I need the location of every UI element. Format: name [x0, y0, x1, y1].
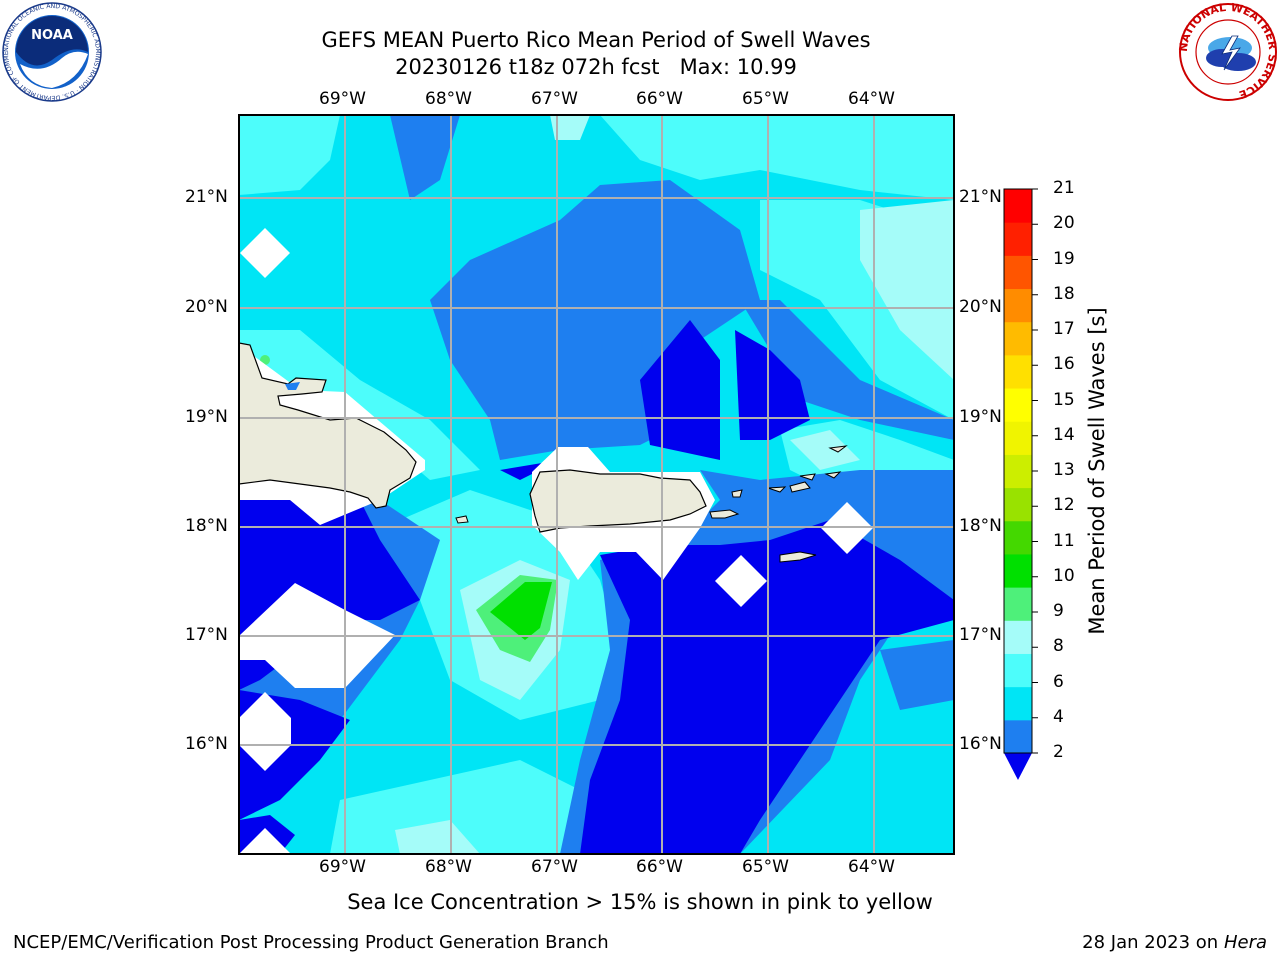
colorbar-segment: [1004, 321, 1032, 356]
footer-left: NCEP/EMC/Verification Post Processing Pr…: [13, 932, 609, 953]
lon-label-bottom: 65°W: [742, 857, 789, 877]
lat-label-left: 19°N: [185, 407, 228, 427]
noaa-logo-text: NOAA: [31, 28, 73, 43]
colorbar-segment: [1004, 222, 1032, 256]
lon-label-bottom: 66°W: [636, 857, 683, 877]
colorbar-segment: [1004, 520, 1032, 555]
land-hispaniola: [239, 342, 417, 509]
field-under2-b: [735, 330, 810, 440]
colorbar-tick-label: 16: [1053, 354, 1075, 375]
field-8-9-east: [860, 200, 954, 380]
nws-logo: NATIONAL WEATHER SERVICE: [1177, 1, 1279, 102]
colorbar-segment: [1004, 388, 1032, 422]
colorbar-segment: [1004, 553, 1032, 588]
colorbar-tick-label: 15: [1053, 389, 1075, 410]
nodata-diamond-1: [240, 228, 290, 278]
colorbar: [1003, 188, 1038, 780]
field-2-4-se: [880, 640, 954, 710]
colorbar-segment: [1004, 487, 1032, 522]
colorbar-tick-label: 17: [1053, 319, 1075, 339]
colorbar-segment: [1004, 653, 1032, 688]
lon-label-bottom: 67°W: [531, 857, 578, 877]
footer-date: 28 Jan 2023 on: [1082, 932, 1224, 953]
lat-label-right: 17°N: [959, 625, 1002, 645]
field-under2-a: [640, 320, 720, 460]
lat-label-left: 20°N: [185, 297, 228, 317]
colorbar-tick-label: 4: [1053, 706, 1064, 727]
land-culebra: [731, 489, 743, 498]
footer-host: Hera: [1223, 932, 1267, 953]
nodata-diamond-3: [239, 828, 291, 854]
footer-right: 28 Jan 2023 on Hera: [1082, 932, 1267, 953]
field-10-11-mona: [490, 582, 552, 640]
lat-label-left: 17°N: [185, 625, 228, 645]
lon-label-bottom: 64°W: [848, 857, 895, 877]
lon-label-top: 68°W: [425, 89, 472, 109]
nodata-diamond-4: [715, 555, 767, 607]
map-gridlines: [239, 115, 954, 854]
lat-label-right: 16°N: [959, 734, 1002, 754]
colorbar-segment: [1004, 288, 1032, 323]
field-6-8-north: [460, 115, 954, 200]
lat-label-left: 18°N: [185, 516, 228, 536]
colorbar-tick-label: 8: [1053, 636, 1064, 657]
lat-label-right: 21°N: [959, 187, 1002, 207]
colorbar-title: Mean Period of Swell Waves [s]: [1085, 307, 1109, 635]
lon-label-bottom: 68°W: [425, 857, 472, 877]
colorbar-tick-label: 21: [1053, 178, 1075, 198]
colorbar-segment: [1004, 587, 1032, 621]
nodata-diamond-2: [239, 692, 291, 771]
lon-label-top: 69°W: [319, 89, 366, 109]
lon-label-top: 64°W: [848, 89, 895, 109]
colorbar-segment: [1004, 686, 1032, 721]
colorbar-tick-label: 9: [1053, 601, 1064, 621]
noaa-logo: NOAA NATIONAL OCEANIC AND ATMOSPHERIC AD…: [0, 0, 102, 102]
colorbar-tick-label: 2: [1053, 742, 1064, 762]
land-anegada: [824, 445, 848, 479]
colorbar-tick-label: 19: [1053, 248, 1075, 269]
field-6-8-south: [330, 760, 580, 854]
field-8-9-vi: [790, 430, 860, 470]
colorbar-segment: [1004, 719, 1032, 754]
field-8-9-south: [395, 820, 480, 854]
chart-subtitle: 20230126 t18z 072h fcst Max: 10.99: [395, 55, 797, 79]
land-virgin-islands: [767, 473, 816, 493]
land-st-croix: [779, 551, 817, 563]
colorbar-tick-label: 18: [1053, 283, 1075, 304]
colorbar-segment: [1004, 189, 1032, 223]
colorbar-segment: [1004, 255, 1032, 290]
land-mona-island: [455, 515, 469, 524]
colorbar-tick-label: 6: [1053, 671, 1064, 692]
colorbar-under-triangle: [1004, 753, 1032, 780]
lat-label-left: 21°N: [185, 187, 228, 207]
colorbar-segment: [1004, 354, 1032, 389]
colorbar-tick-label: 11: [1053, 530, 1075, 551]
colorbar-segment: [1004, 454, 1032, 489]
lat-label-right: 18°N: [959, 516, 1002, 536]
field-8-9-top: [550, 115, 590, 140]
colorbar-segment: [1004, 421, 1032, 455]
colorbar-tick-label: 13: [1053, 460, 1075, 480]
field-2-4-ne: [740, 300, 954, 440]
lon-label-top: 67°W: [531, 89, 578, 109]
lon-label-top: 66°W: [636, 89, 683, 109]
land-vieques: [709, 509, 740, 519]
colorbar-tick-label: 12: [1053, 495, 1075, 516]
sea-ice-note: Sea Ice Concentration > 15% is shown in …: [347, 890, 933, 914]
field-6-8-nw: [239, 115, 340, 195]
lat-label-right: 19°N: [959, 407, 1002, 427]
chart-title: GEFS MEAN Puerto Rico Mean Period of Swe…: [321, 28, 871, 52]
lat-label-right: 20°N: [959, 297, 1002, 317]
colorbar-segment: [1004, 620, 1032, 654]
field-2-4-inlet: [285, 382, 300, 390]
lon-label-bottom: 69°W: [319, 857, 366, 877]
lon-label-top: 65°W: [742, 89, 789, 109]
lat-label-left: 16°N: [185, 734, 228, 754]
colorbar-tick-label: 20: [1053, 213, 1075, 234]
colorbar-tick-label: 14: [1053, 424, 1075, 445]
map-frame: [238, 114, 955, 855]
field-2-4-north: [390, 115, 460, 200]
colorbar-tick-label: 10: [1053, 565, 1075, 586]
